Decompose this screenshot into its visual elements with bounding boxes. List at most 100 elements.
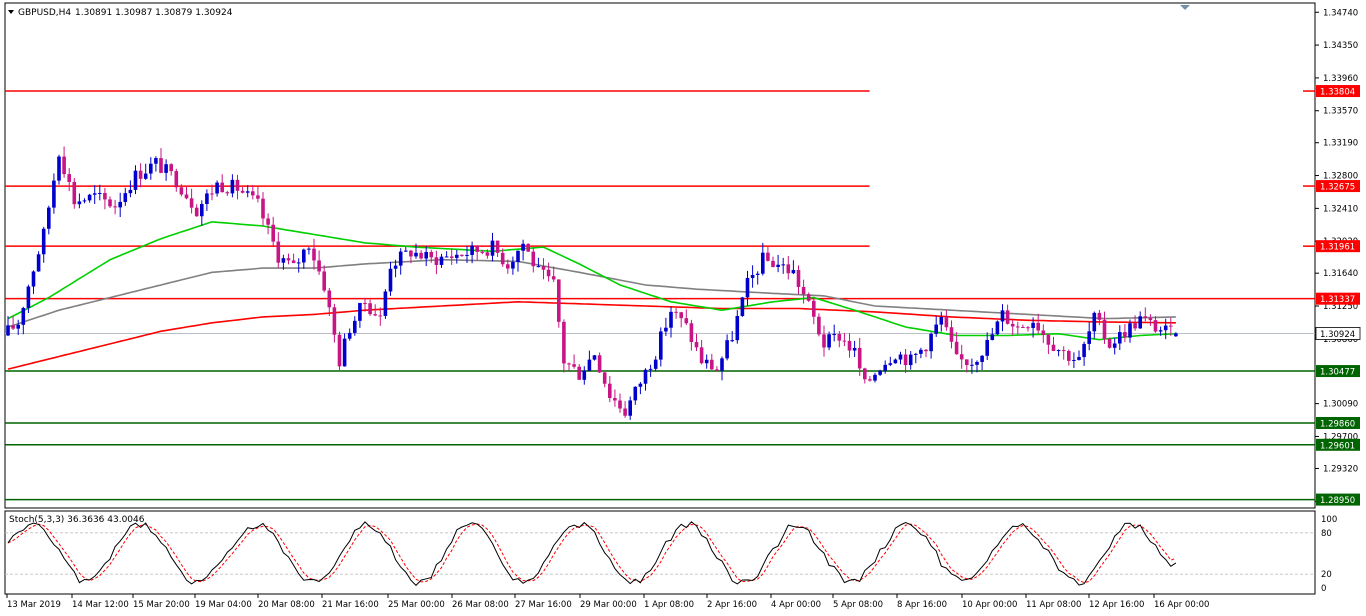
candle-bear (531, 251, 536, 267)
time-tick-label: 4 Apr 00:00 (771, 600, 821, 610)
candle-bull (761, 252, 765, 274)
candle-bull (57, 156, 61, 181)
candle-bull (975, 361, 979, 365)
time-tick-label: 16 Apr 00:00 (1154, 600, 1209, 610)
candle-bear (103, 192, 107, 200)
candle-bear (256, 195, 260, 199)
candle-bull (720, 358, 724, 371)
candle-bear (786, 264, 791, 274)
level-price-label: 1.29601 (1320, 441, 1355, 451)
candle-bull (82, 200, 87, 202)
candle-bear (613, 397, 617, 401)
candle-bull (643, 369, 648, 384)
candle-bull (587, 359, 592, 371)
candle-bear (337, 334, 342, 367)
candle-bull (444, 256, 449, 258)
candle-bear (368, 303, 372, 315)
candle-bull (1087, 331, 1091, 344)
level-price-labels: 1.33804 1.32675 1.31961 1.31337 1.30477 1.298… (1315, 85, 1361, 506)
candle-bull (1118, 332, 1122, 344)
candle-bear (327, 290, 332, 308)
candle-bear (225, 192, 230, 194)
candle-bear (1153, 320, 1158, 332)
price-panel[interactable] (4, 2, 1316, 509)
candle-bear (1046, 334, 1051, 345)
candle-bear (62, 156, 66, 175)
level-price-box (1316, 416, 1360, 429)
candle-bull (21, 307, 26, 325)
candle-bear (138, 170, 143, 179)
candle-bear (965, 359, 969, 366)
candle-bear (551, 276, 556, 280)
candle-bull (827, 334, 831, 348)
ohlc-readout: 1.30891 1.30987 1.30879 1.30924 (75, 8, 233, 18)
candle-bear (562, 321, 566, 364)
candle-bull (123, 193, 128, 202)
ma-fast-line (7, 220, 1176, 341)
ma-mid-line (7, 258, 1176, 328)
candle-bear (1051, 344, 1056, 351)
candle-bull (852, 347, 857, 351)
candle-bull (470, 245, 474, 255)
candle-bear (526, 243, 530, 252)
price-tick-label: 1.33570 (1323, 107, 1358, 117)
level-price-label: 1.31337 (1320, 295, 1355, 305)
candle-bull (750, 274, 755, 278)
chart-shift-marker-icon[interactable] (1180, 5, 1190, 10)
price-tick-label: 1.29700 (1323, 432, 1358, 442)
candle-bull (628, 400, 632, 416)
candle-bull (1092, 312, 1097, 332)
time-tick-label: 2 Apr 16:00 (707, 600, 757, 610)
candle-bear (715, 369, 719, 371)
candle-bear (174, 171, 179, 188)
candle-bear (837, 334, 842, 341)
stoch-scale-label: 80 (1321, 529, 1332, 539)
level-price-box (1316, 180, 1360, 193)
candle-bull (740, 297, 745, 317)
candle-bear (1067, 350, 1071, 361)
candle-bear (332, 307, 337, 335)
candle-bear (429, 251, 434, 258)
candle-bear (378, 315, 383, 317)
candle-bull (342, 338, 347, 367)
candle-bull (883, 364, 887, 371)
level-price-label: 1.32675 (1320, 183, 1355, 193)
symbol-menu-triangle-icon[interactable] (8, 10, 14, 14)
candle-bull (934, 324, 938, 334)
candle-bear (189, 198, 194, 208)
time-tick-label: 1 Apr 08:00 (644, 600, 694, 610)
candle-bull (781, 264, 785, 266)
candle-bull (659, 331, 663, 360)
candle-bull (1056, 350, 1061, 352)
candle-bull (633, 386, 638, 401)
candle-bear (159, 158, 163, 173)
stochastic-lines (7, 521, 1177, 587)
candle-bull (47, 207, 51, 229)
candle-bull (52, 180, 56, 208)
candle-bull (878, 370, 882, 375)
candle-bull (393, 265, 398, 269)
candle-bull (154, 158, 158, 164)
candle-bear (766, 252, 770, 261)
price-tick-label: 1.29320 (1323, 464, 1358, 474)
candle-bear (419, 252, 423, 259)
level-price-label: 1.29860 (1320, 419, 1355, 429)
candle-bear (1107, 338, 1112, 348)
time-tick-label: 12 Apr 16:00 (1089, 600, 1144, 610)
candle-bull (31, 271, 36, 287)
candle-bear (1041, 330, 1046, 335)
candle-bear (286, 258, 291, 261)
stoch-panel[interactable] (4, 510, 1316, 595)
time-tick-label: 14 Mar 12:00 (72, 600, 129, 610)
candle-bear (363, 302, 367, 304)
candle-bull (1158, 330, 1163, 332)
time-tick-label: 27 Mar 16:00 (515, 600, 572, 610)
candle-bear (72, 181, 77, 205)
candle-bear (868, 379, 872, 381)
candle-bear (689, 323, 694, 343)
candle-bull (914, 353, 918, 355)
candle-bull (653, 359, 658, 369)
candle-bull (985, 339, 989, 356)
candle-bull (832, 334, 836, 336)
